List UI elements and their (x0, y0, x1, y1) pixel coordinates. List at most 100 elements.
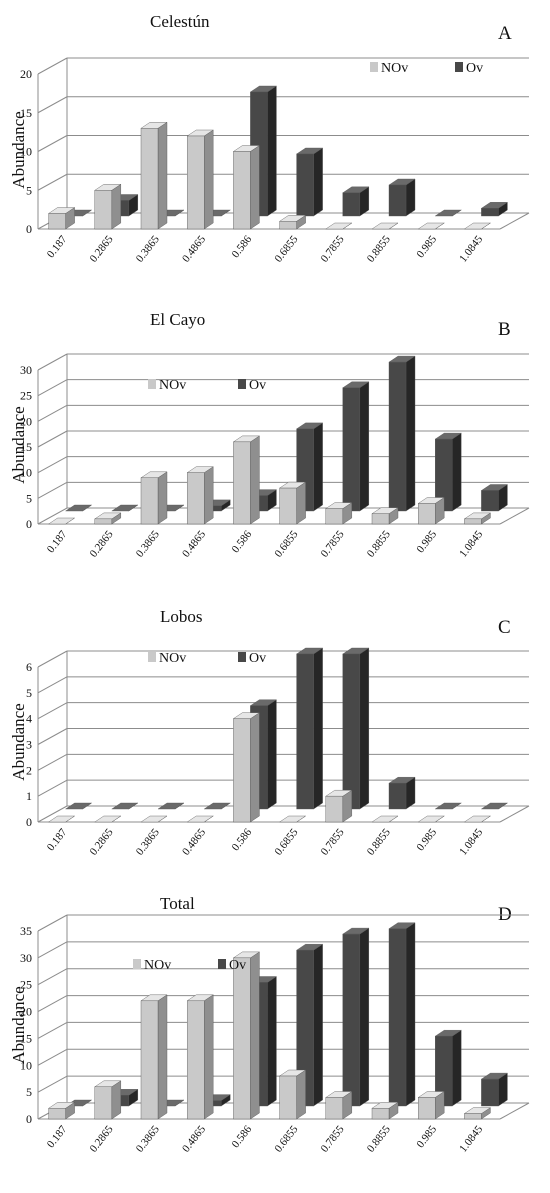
gridline-depth (37, 456, 68, 474)
bar-top (203, 802, 231, 810)
bar-front (325, 795, 343, 823)
bar-top (434, 209, 462, 217)
bar-front (233, 957, 251, 1120)
legend-label: NOv (144, 958, 171, 973)
panel-label: C (498, 617, 511, 638)
gridline-depth (37, 728, 68, 745)
x-tick-label: 0.187 (45, 1123, 70, 1150)
chart-panel-a: Celestún A Abundance 0 5 10 15 20 0.187 0.2865 0.3… (9, 12, 530, 265)
nov-bar (463, 512, 492, 525)
x-tick-label: 0.985 (414, 233, 439, 260)
bar-front (296, 153, 314, 217)
bar-front (325, 508, 343, 525)
bar-side (405, 355, 416, 512)
bar-front (388, 782, 407, 810)
legend-label: Ov (229, 958, 246, 973)
bar-front (186, 1000, 205, 1120)
nov-bar (140, 994, 168, 1120)
y-tick-label: 1 (26, 789, 32, 803)
bar-front (186, 135, 205, 230)
ov-bar (64, 802, 93, 810)
bar-front (48, 213, 66, 230)
chart-title: Celestún (150, 12, 210, 31)
nov-bar (371, 815, 399, 823)
nov-bar (232, 145, 261, 230)
bar-front (186, 472, 205, 525)
bar-top (371, 815, 399, 823)
x-tick-label: 0.8855 (365, 826, 393, 858)
x-tick-label: 0.187 (45, 826, 70, 853)
nov-bar (278, 214, 307, 230)
gridline-depth (37, 650, 68, 668)
bar-side (267, 699, 277, 810)
bar-front (481, 1078, 499, 1107)
nov-bar (325, 502, 353, 525)
legend-swatch (238, 652, 246, 662)
y-tick-label: 6 (26, 660, 32, 674)
ov-bar (342, 186, 370, 217)
bar-side (452, 432, 462, 512)
legend-swatch (133, 959, 141, 969)
y-tick-label: 4 (26, 712, 32, 726)
bar-top (325, 222, 353, 230)
ov-bar (388, 355, 416, 512)
ov-bar (388, 178, 416, 217)
bar-top (64, 802, 93, 810)
y-tick-label: 20 (20, 67, 32, 81)
x-tick-label: 1.0845 (457, 1123, 485, 1155)
nov-bar (325, 222, 353, 230)
floor-edge (499, 805, 530, 823)
ov-bar (203, 802, 231, 810)
x-tick-label: 0.7855 (319, 1123, 347, 1155)
bar-side (203, 129, 214, 230)
y-tick-label: 5 (26, 183, 32, 197)
nov-bar (47, 1101, 76, 1120)
ov-bar (295, 647, 324, 810)
nov-bar (186, 815, 214, 823)
x-tick-label: 1.0845 (457, 826, 485, 858)
legend-label: NOv (381, 61, 408, 76)
bar-side (203, 994, 214, 1120)
gridline-depth (37, 1048, 68, 1066)
ov-bar (111, 802, 139, 810)
bar-side (405, 178, 416, 217)
y-tick-label: 20 (20, 414, 32, 428)
gridline-depth (37, 173, 68, 191)
bar-top (47, 517, 76, 525)
nov-bar (186, 466, 214, 525)
x-tick-label: 0.8855 (365, 233, 393, 265)
bar-top (64, 504, 93, 512)
nov-bar (186, 994, 214, 1120)
nov-bar (417, 497, 445, 525)
gridline-depth (37, 379, 68, 397)
y-tick-label: 3 (26, 738, 32, 752)
nov-bar (278, 815, 307, 823)
y-tick-label: 0 (26, 222, 32, 236)
bar-side (267, 976, 277, 1107)
bar-front (418, 503, 436, 525)
x-tick-label: 0.2865 (88, 528, 116, 560)
nov-bar (371, 507, 399, 525)
y-tick-label: 2 (26, 763, 32, 777)
gridline-depth (37, 753, 68, 771)
bar-top (417, 222, 445, 230)
ov-bar (295, 147, 324, 217)
y-tick-label: 20 (20, 1005, 32, 1019)
bar-top (417, 815, 445, 823)
gridline-depth (37, 57, 68, 75)
gridline-depth (37, 702, 68, 720)
bar-front (481, 208, 499, 217)
x-tick-label: 0.6855 (272, 1123, 300, 1155)
nov-bar (94, 1080, 122, 1120)
bar-front (481, 490, 499, 512)
bar-front (279, 221, 297, 230)
y-tick-label: 15 (20, 440, 32, 454)
gridline-depth (37, 1021, 68, 1039)
bar-top (371, 222, 399, 230)
panel-label: A (498, 23, 512, 44)
legend-swatch (238, 379, 246, 389)
chart-panel-c: Lobos C Abundance 0 1 2 3 4 5 6 0.187 0.2865 0.3865 0… (9, 607, 530, 858)
chart-title: Lobos (160, 607, 203, 626)
ov-bar (434, 1029, 462, 1107)
